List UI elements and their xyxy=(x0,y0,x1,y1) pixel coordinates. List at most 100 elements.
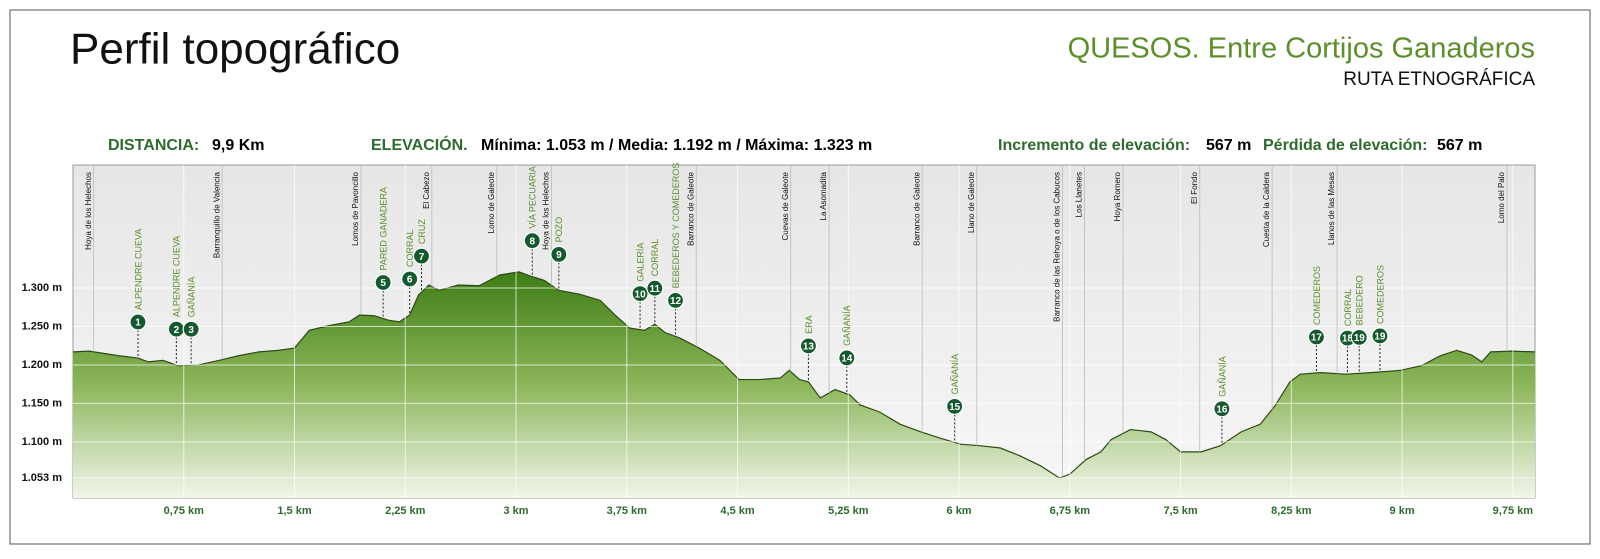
waypoint-marker xyxy=(1213,400,1231,418)
stat-value: 9,9 Km xyxy=(212,137,264,154)
waypoint-number: 8 xyxy=(529,236,535,247)
stat-value: Mínima: 1.053 m / Media: 1.192 m / Máxim… xyxy=(481,137,872,154)
waypoint-number: 5 xyxy=(380,278,386,289)
stat-label: Pérdida de elevación: xyxy=(1263,137,1428,154)
waypoint-label: CRUZ xyxy=(417,219,427,244)
waypoint-label: BEBEDEROS Y COMEDEROS xyxy=(671,163,681,289)
waypoint-number: 17 xyxy=(1311,333,1323,344)
waypoint-marker xyxy=(182,320,200,338)
x-tick-label: 9 km xyxy=(1390,505,1415,517)
y-tick-label: 1.300 m xyxy=(22,282,63,294)
x-tick-label: 2,25 km xyxy=(385,505,426,517)
x-tick-label: 0,75 km xyxy=(164,505,205,517)
waypoint-marker xyxy=(646,279,664,297)
waypoint-label: GALERÍA xyxy=(635,243,645,282)
waypoint-marker xyxy=(1307,328,1326,346)
waypoint-label: ERA xyxy=(804,315,814,334)
waypoint-marker xyxy=(523,232,541,250)
waypoint-marker xyxy=(129,313,147,331)
waypoint-number: 6 xyxy=(407,275,413,286)
place-name: Barranquillo de Valencia xyxy=(212,171,221,258)
waypoint-number: 7 xyxy=(419,252,425,263)
waypoint-marker xyxy=(799,337,818,355)
waypoint-number: 3 xyxy=(188,325,194,336)
y-tick-label: 1.100 m xyxy=(22,436,63,448)
waypoint-number: 13 xyxy=(803,342,815,353)
waypoint-marker xyxy=(631,285,649,303)
waypoint-label: ALPENDRE CUEVA xyxy=(172,236,182,317)
waypoint-marker xyxy=(838,349,856,367)
route-title: QUESOS. Entre Cortijos Ganaderos xyxy=(1068,33,1535,65)
waypoint-label: VÍA PECUARIA xyxy=(528,166,538,229)
waypoint-number: 16 xyxy=(1216,404,1228,415)
place-name: Lomos de Pavoncillo xyxy=(351,171,360,245)
waypoint-label: GAÑANÍA xyxy=(842,305,852,346)
place-name: El Fondo xyxy=(1190,171,1199,204)
waypoint-label: BEBEDERO xyxy=(1355,275,1365,325)
x-tick-label: 6,75 km xyxy=(1050,505,1091,517)
waypoint-marker xyxy=(550,245,568,263)
x-tick-label: 4,5 km xyxy=(720,505,754,517)
waypoint-marker xyxy=(666,291,685,310)
waypoint-label: CORRAL xyxy=(405,229,415,267)
waypoint-number: 19 xyxy=(1354,333,1366,344)
x-tick-label: 3,75 km xyxy=(607,505,648,517)
waypoint-marker xyxy=(374,273,392,292)
waypoint-marker xyxy=(946,397,964,416)
waypoint-label: PARED GANADERA xyxy=(378,187,388,270)
waypoint-label: CORRAL xyxy=(1343,289,1353,327)
waypoint-number: 18 xyxy=(1342,334,1354,345)
waypoint-label: GAÑANÍA xyxy=(187,277,197,318)
place-name: La Asomadita xyxy=(819,171,828,220)
waypoint-number: 2 xyxy=(174,325,180,336)
place-name: Los Llanetes xyxy=(1075,172,1084,217)
place-name: Hoya Romero xyxy=(1113,171,1122,221)
place-name: Llano de Galeote xyxy=(967,171,976,232)
stat-value: 567 m xyxy=(1437,137,1482,154)
x-tick-label: 1,5 km xyxy=(277,505,311,517)
waypoint-marker xyxy=(412,247,431,265)
waypoint-number: 10 xyxy=(635,289,647,300)
waypoint-label: COMEDEROS xyxy=(1375,265,1385,324)
x-tick-label: 3 km xyxy=(503,505,528,517)
waypoint-number: 15 xyxy=(949,402,961,413)
y-tick-label: 1.200 m xyxy=(22,359,63,371)
waypoint-label: GAÑANÍA xyxy=(1217,356,1227,397)
chart-title: Perfil topográfico xyxy=(70,25,400,74)
stat-label: Incremento de elevación: xyxy=(998,137,1190,154)
place-name: El Cabezo xyxy=(422,171,431,208)
waypoint-label: POZO xyxy=(554,217,564,243)
waypoint-label: ALPENDRE CUEVA xyxy=(133,229,143,310)
waypoint-marker xyxy=(1371,327,1389,345)
place-name: Barranco de Galeote xyxy=(686,171,695,245)
route-subtitle: RUTA ETNOGRÁFICA xyxy=(1343,69,1535,90)
stat-label: DISTANCIA: xyxy=(108,137,199,154)
x-tick-label: 8,25 km xyxy=(1271,505,1312,517)
y-tick-label: 1.053 m xyxy=(22,472,63,484)
place-name: Barranco de las Rehoya o de los Cabucos xyxy=(1053,172,1062,322)
y-tick-label: 1.250 m xyxy=(22,320,63,332)
x-tick-label: 5,25 km xyxy=(828,505,869,517)
waypoint-marker xyxy=(1350,328,1368,346)
x-tick-label: 6 km xyxy=(947,505,972,517)
waypoint-label: CORRAL xyxy=(650,239,660,277)
waypoint-number: 12 xyxy=(670,296,682,307)
stat-value: 567 m xyxy=(1206,137,1251,154)
x-tick-label: 9,75 km xyxy=(1493,505,1534,517)
waypoint-number: 9 xyxy=(556,250,562,261)
waypoint-label: GAÑANÍA xyxy=(950,354,960,395)
place-name: Barranco de Galeote xyxy=(912,171,921,245)
place-name: Hoya de los Helechos xyxy=(542,172,551,250)
waypoint-number: 14 xyxy=(841,354,853,365)
elevation-line xyxy=(72,271,1536,479)
place-name: Cuevas de Galeote xyxy=(781,171,790,240)
waypoint-marker xyxy=(401,270,419,288)
waypoint-number: 1 xyxy=(135,318,141,329)
place-name: Lomo de Galeote xyxy=(487,171,496,233)
stat-label: ELEVACIÓN. xyxy=(371,135,468,154)
place-name: Lomo del Palo xyxy=(1497,171,1506,223)
place-name: Cuesta de la Caldera xyxy=(1262,171,1271,247)
place-name: Llanos de las Mesas xyxy=(1327,172,1336,245)
waypoint-number: 11 xyxy=(650,284,661,295)
waypoint-label: COMEDEROS xyxy=(1312,266,1322,325)
